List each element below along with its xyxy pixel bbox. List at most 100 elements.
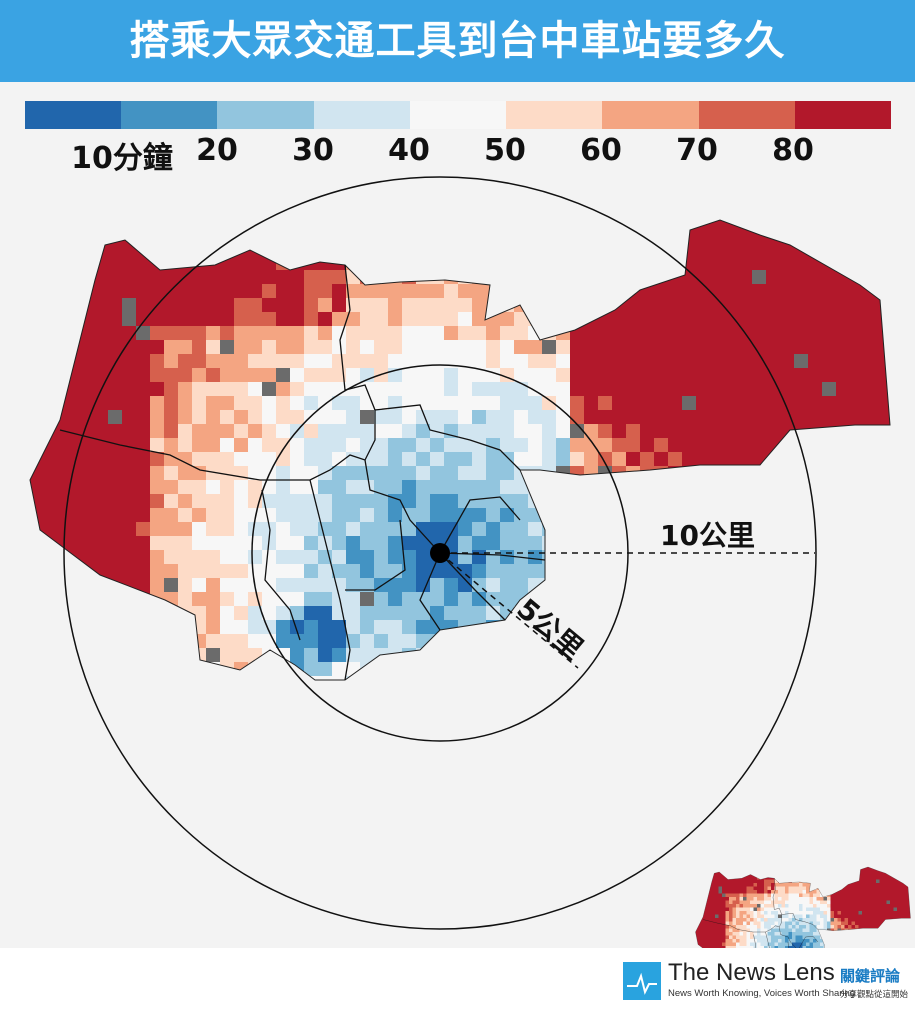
grid-cell xyxy=(430,634,444,648)
grid-cell xyxy=(724,354,738,368)
grid-cell xyxy=(248,312,262,326)
grid-cell xyxy=(710,368,724,382)
grid-cell xyxy=(30,662,38,676)
grid-cell xyxy=(668,578,682,592)
grid-cell xyxy=(836,452,850,466)
grid-cell xyxy=(514,396,528,410)
grid-cell xyxy=(360,298,374,312)
grid-cell xyxy=(276,312,290,326)
district-boundaries xyxy=(59,264,546,681)
grid-cell xyxy=(234,648,248,662)
grid-cell xyxy=(556,220,570,228)
grid-cell xyxy=(52,676,66,680)
grid-cell xyxy=(206,452,220,466)
grid-cell xyxy=(262,564,276,578)
grid-cell xyxy=(710,620,724,634)
grid-cell xyxy=(738,592,752,606)
grid-cell xyxy=(458,578,472,592)
grid-cell xyxy=(892,466,906,480)
grid-cell xyxy=(416,340,430,354)
grid-cell xyxy=(864,452,878,466)
grid-cell xyxy=(276,270,290,284)
grid-cell xyxy=(626,648,640,662)
grid-cell xyxy=(472,676,486,680)
grid-cell xyxy=(164,620,178,634)
grid-cell xyxy=(808,466,822,480)
grid-cell xyxy=(836,256,850,270)
grid-cell xyxy=(94,606,108,620)
grid-cell xyxy=(654,340,668,354)
grid-cell xyxy=(164,396,178,410)
grid-cell xyxy=(346,592,360,606)
grid-cell xyxy=(416,508,430,522)
grid-cell xyxy=(850,438,864,452)
grid-cell xyxy=(766,522,780,536)
grid-cell xyxy=(150,676,164,680)
grid-cell xyxy=(878,438,890,452)
grid-cell xyxy=(864,424,878,438)
grid-cell xyxy=(248,564,262,578)
grid-cell xyxy=(472,480,486,494)
grid-cell xyxy=(248,242,262,256)
grid-cell xyxy=(318,578,332,592)
grid-cell xyxy=(304,424,318,438)
grid-cell xyxy=(696,438,710,452)
grid-cell xyxy=(472,410,486,424)
grid-cell xyxy=(640,220,654,228)
grid-cell xyxy=(360,242,374,256)
grid-cell xyxy=(262,312,276,326)
grid-cell xyxy=(836,494,850,508)
grid-cell xyxy=(416,592,430,606)
grid-cell xyxy=(248,522,262,536)
grid-cell xyxy=(290,354,304,368)
grid-cell xyxy=(696,354,710,368)
grid-cell xyxy=(864,228,878,242)
grid-cell xyxy=(178,620,192,634)
grid-cell xyxy=(878,326,890,340)
grid-cell xyxy=(332,564,346,578)
grid-cell xyxy=(612,340,626,354)
grid-cell xyxy=(206,256,220,270)
grid-cell xyxy=(780,564,794,578)
grid-cell xyxy=(598,382,612,396)
grid-cell xyxy=(430,480,444,494)
grid-cell xyxy=(654,410,668,424)
grid-cell xyxy=(752,382,766,396)
grid-cell xyxy=(290,326,304,340)
grid-cell xyxy=(612,410,626,424)
grid-cell xyxy=(598,312,612,326)
grid-cell xyxy=(430,620,444,634)
grid-cell xyxy=(66,396,80,410)
grid-cell xyxy=(80,220,94,228)
grid-cell xyxy=(668,606,682,620)
grid-cell xyxy=(780,256,794,270)
grid-cell xyxy=(30,396,38,410)
grid-cell xyxy=(150,424,164,438)
grid-cell xyxy=(164,368,178,382)
grid-cell xyxy=(220,312,234,326)
grid-cell xyxy=(276,452,290,466)
brand-slogan: News Worth Knowing, Voices Worth Sharing xyxy=(668,988,856,999)
grid-cell xyxy=(486,326,500,340)
grid-cell xyxy=(192,592,206,606)
grid-cell xyxy=(388,508,402,522)
grid-cell xyxy=(276,396,290,410)
grid-cell xyxy=(136,508,150,522)
grid-cell xyxy=(136,298,150,312)
grid-cell xyxy=(206,438,220,452)
grid-cell xyxy=(766,410,780,424)
grid-cell xyxy=(178,634,192,648)
grid-cell xyxy=(640,340,654,354)
grid-cell xyxy=(444,312,458,326)
grid-cell xyxy=(458,536,472,550)
grid-cell xyxy=(794,270,808,284)
grid-cell xyxy=(248,480,262,494)
grid-cell xyxy=(528,522,542,536)
grid-cell xyxy=(164,354,178,368)
grid-cell xyxy=(892,354,906,368)
grid-cell xyxy=(738,578,752,592)
grid-cell xyxy=(136,242,150,256)
grid-cell xyxy=(654,676,668,680)
grid-cell xyxy=(430,396,444,410)
grid-cell xyxy=(486,606,500,620)
